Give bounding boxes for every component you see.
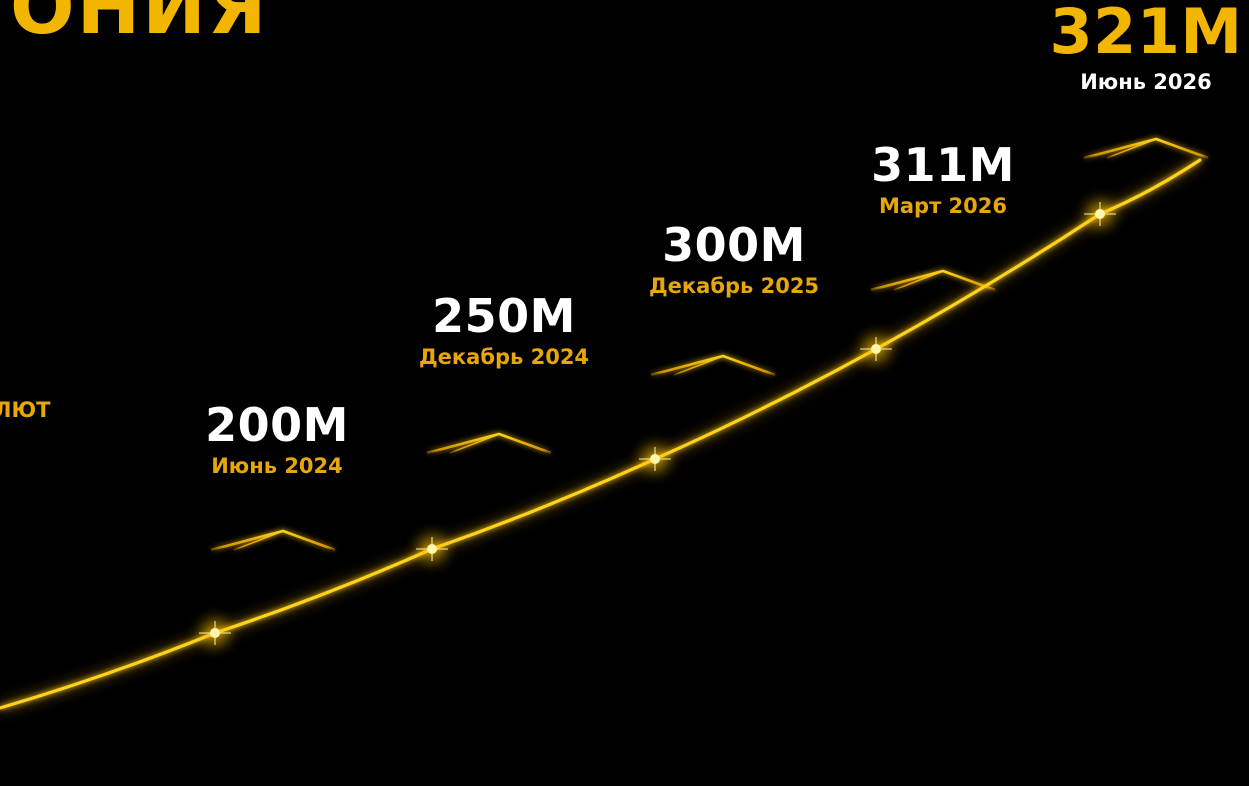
date-label: Июнь 2024 (211, 454, 343, 478)
bar-2 (425, 432, 553, 786)
value-label: 311M (871, 138, 1015, 192)
value-label: 250M (432, 289, 576, 343)
bar-1 (209, 529, 337, 786)
data-label-5: 321M Июнь 2026 (1049, 0, 1242, 94)
date-label: Март 2026 (878, 194, 1008, 218)
data-point-3 (639, 445, 671, 473)
data-point-2 (416, 535, 448, 563)
value-label: 300M (662, 218, 806, 272)
value-label: 200M (205, 398, 349, 452)
date-label: Июнь 2026 (1080, 70, 1212, 94)
data-label-4: 311M Март 2026 (871, 138, 1015, 218)
page-title-fragment: ОНИЯ (10, 0, 269, 51)
date-label: Декабрь 2024 (418, 345, 590, 369)
side-caption-fragment: ЛЮТ (0, 398, 51, 422)
data-point-5 (1084, 200, 1116, 228)
date-label: Декабрь 2025 (648, 274, 820, 298)
bar-5 (1082, 137, 1210, 786)
value-label: 321M (1049, 0, 1243, 68)
trend-line (0, 158, 1202, 710)
data-point-1 (199, 619, 231, 647)
bar-3 (649, 354, 777, 786)
data-label-2: 250M Декабрь 2024 (419, 289, 589, 369)
data-point-4 (860, 335, 892, 363)
data-label-3: 300M Декабрь 2025 (649, 218, 819, 298)
data-label-1: 200M Июнь 2024 (205, 398, 349, 478)
trend-glow (0, 156, 1203, 712)
